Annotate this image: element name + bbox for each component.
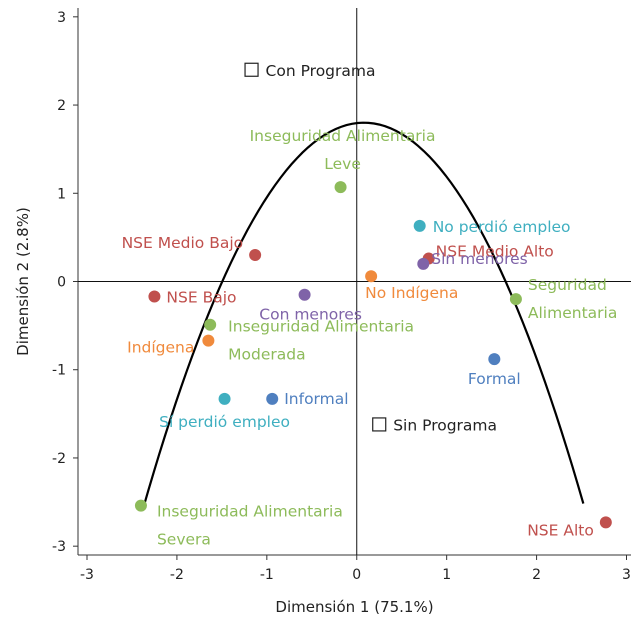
point-label: NSE Medio Bajo [122, 234, 244, 252]
point-label: Informal [284, 390, 348, 408]
point-label-line: Inseguridad Alimentaria [250, 127, 436, 145]
point-label-line: Formal [468, 370, 521, 388]
point-label: Inseguridad Alimentaria Severa [157, 503, 343, 549]
y-tick-label: -3 [52, 539, 66, 555]
x-axis-title: Dimensión 1 (75.1%) [275, 598, 433, 616]
point-label: NSE Medio Alto [436, 243, 554, 261]
point-label: Formal [468, 370, 521, 388]
y-tick-label: 0 [57, 275, 66, 291]
x-tick-label: -1 [260, 567, 274, 583]
point-label-line: Con menores [259, 306, 362, 324]
program-marker [372, 417, 387, 432]
point-label-line: Sí perdió empleo [159, 413, 290, 431]
point-label-line: NSE Bajo [166, 288, 236, 306]
parabola-curve [141, 121, 585, 511]
point-label-line: Sin menores [431, 250, 527, 268]
point-label: NSE Alto [527, 521, 594, 539]
data-point [509, 293, 522, 306]
point-label-line: Inseguridad Alimentaria [228, 318, 414, 336]
point-label: Indígena [127, 339, 194, 357]
point-label: Con menores [259, 306, 362, 324]
data-point [148, 290, 161, 303]
y-tick-label: -2 [52, 451, 66, 467]
y-tick-label: 1 [57, 186, 66, 202]
point-label-line: No Indígena [365, 284, 458, 302]
y-tick-label: 3 [57, 10, 66, 26]
data-points [134, 181, 612, 529]
point-label: NSE Bajo [166, 288, 236, 306]
x-tick-label: 1 [442, 567, 451, 583]
point-label: Sin menores [431, 250, 527, 268]
point-label-line: Severa [157, 531, 211, 549]
x-tick-label: 0 [352, 567, 361, 583]
point-label-line: Moderada [228, 346, 305, 364]
point-label-line: Alimentaria [528, 304, 617, 322]
data-point [365, 270, 378, 283]
data-point [204, 318, 217, 331]
y-axis-title: Dimensión 2 (2.8%) [14, 207, 32, 356]
data-point [266, 392, 279, 405]
y-tick-label: 2 [57, 98, 66, 114]
data-point [249, 249, 262, 262]
program-markers: Con Programa Sin Programa [244, 62, 497, 434]
data-point [413, 219, 426, 232]
point-label-line: Seguridad [528, 276, 607, 294]
x-tick-label: 2 [532, 567, 541, 583]
program-label: Con Programa [266, 62, 376, 80]
point-labels: NSE Bajo NSE Medio Bajo NSE Medio Alto NSE … [122, 127, 618, 548]
program-marker [244, 62, 259, 77]
point-label-line: NSE Medio Alto [436, 243, 554, 261]
data-point [218, 392, 231, 405]
point-label: Inseguridad Alimentaria Moderada [228, 318, 414, 364]
data-point [134, 499, 147, 512]
data-point [334, 181, 347, 194]
y-axis-ticks: -3 -2 -1 0 1 2 3 [52, 10, 78, 555]
point-label-line: NSE Medio Bajo [122, 234, 244, 252]
reference-lines [78, 8, 631, 555]
point-label-line: Inseguridad Alimentaria [157, 503, 343, 521]
program-label: Sin Programa [393, 416, 497, 434]
x-tick-label: -2 [170, 567, 184, 583]
y-tick-label: -1 [52, 363, 66, 379]
point-label: No perdió empleo [433, 218, 571, 236]
fitted-curve [141, 121, 585, 511]
data-point [599, 516, 612, 529]
point-label-line: No perdió empleo [433, 218, 571, 236]
point-label: No Indígena [365, 284, 458, 302]
point-label-line: Leve [324, 155, 361, 173]
point-label-line: Indígena [127, 339, 194, 357]
point-label: Seguridad Alimentaria [528, 276, 617, 322]
data-point [417, 257, 430, 270]
point-label: Sí perdió empleo [159, 413, 290, 431]
data-point [202, 334, 215, 347]
data-point [488, 353, 501, 366]
x-tick-label: 3 [622, 567, 631, 583]
point-label: Inseguridad Alimentaria Leve [250, 127, 436, 173]
x-tick-label: -3 [80, 567, 94, 583]
point-label-line: NSE Alto [527, 521, 594, 539]
point-label-line: Informal [284, 390, 348, 408]
x-axis-ticks: -3 -2 -1 0 1 2 3 [80, 555, 631, 583]
data-point [298, 288, 311, 301]
